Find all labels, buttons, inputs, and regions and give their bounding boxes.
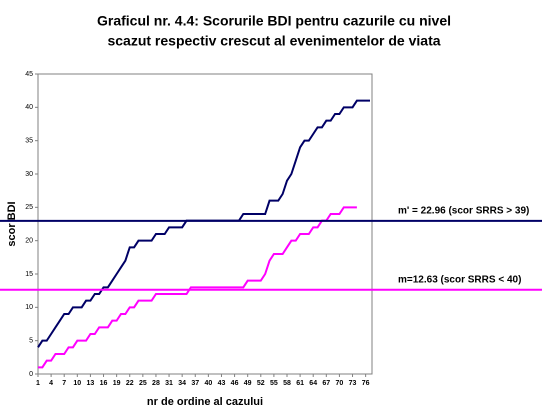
chart-title: Graficul nr. 4.4: Scorurile BDI pentru c… — [97, 13, 451, 29]
x-tick-label: 34 — [178, 380, 186, 387]
reference-label: m=12.63 (scor SRRS < 40) — [398, 274, 521, 285]
y-tick-label: 30 — [25, 171, 33, 178]
x-tick-label: 43 — [218, 380, 226, 387]
x-tick-label: 25 — [139, 380, 147, 387]
x-tick-label: 76 — [362, 380, 370, 387]
x-tick-label: 58 — [283, 380, 291, 387]
x-tick-label: 52 — [257, 380, 265, 387]
y-tick-label: 25 — [25, 204, 33, 211]
x-tick-label: 64 — [309, 380, 317, 387]
x-tick-label: 70 — [336, 380, 344, 387]
x-tick-label: 7 — [62, 380, 66, 387]
y-axis-label: scor BDI — [6, 201, 18, 246]
y-tick-label: 0 — [29, 371, 33, 378]
y-tick-label: 5 — [29, 338, 33, 345]
y-tick-label: 40 — [25, 104, 33, 111]
x-tick-label: 19 — [113, 380, 121, 387]
x-tick-label: 67 — [322, 380, 330, 387]
x-tick-label: 61 — [296, 380, 304, 387]
x-tick-label: 28 — [152, 380, 160, 387]
x-axis-label: nr de ordine al cazului — [147, 396, 263, 408]
x-tick-label: 10 — [73, 380, 81, 387]
data-line — [38, 206, 357, 369]
x-tick-label: 37 — [191, 380, 199, 387]
y-tick-label: 35 — [25, 138, 33, 145]
x-tick-label: 22 — [126, 380, 134, 387]
x-tick-label: 13 — [87, 380, 95, 387]
x-tick-label: 73 — [349, 380, 357, 387]
y-tick-label: 10 — [25, 304, 33, 311]
y-tick-label: 45 — [25, 71, 33, 78]
x-tick-label: 46 — [231, 380, 239, 387]
x-tick-label: 55 — [270, 380, 278, 387]
y-tick-label: 15 — [25, 271, 33, 278]
x-tick-label: 4 — [49, 380, 53, 387]
chart-title: scazut respectiv crescut al evenimentelo… — [107, 33, 440, 49]
y-tick-label: 20 — [25, 238, 33, 245]
x-tick-label: 40 — [204, 380, 212, 387]
x-tick-label: 31 — [165, 380, 173, 387]
reference-label: m' = 22.96 (scor SRRS > 39) — [398, 206, 529, 217]
x-tick-label: 16 — [100, 380, 108, 387]
x-tick-label: 1 — [36, 380, 40, 387]
plot-area — [37, 73, 373, 375]
x-tick-label: 49 — [244, 380, 252, 387]
